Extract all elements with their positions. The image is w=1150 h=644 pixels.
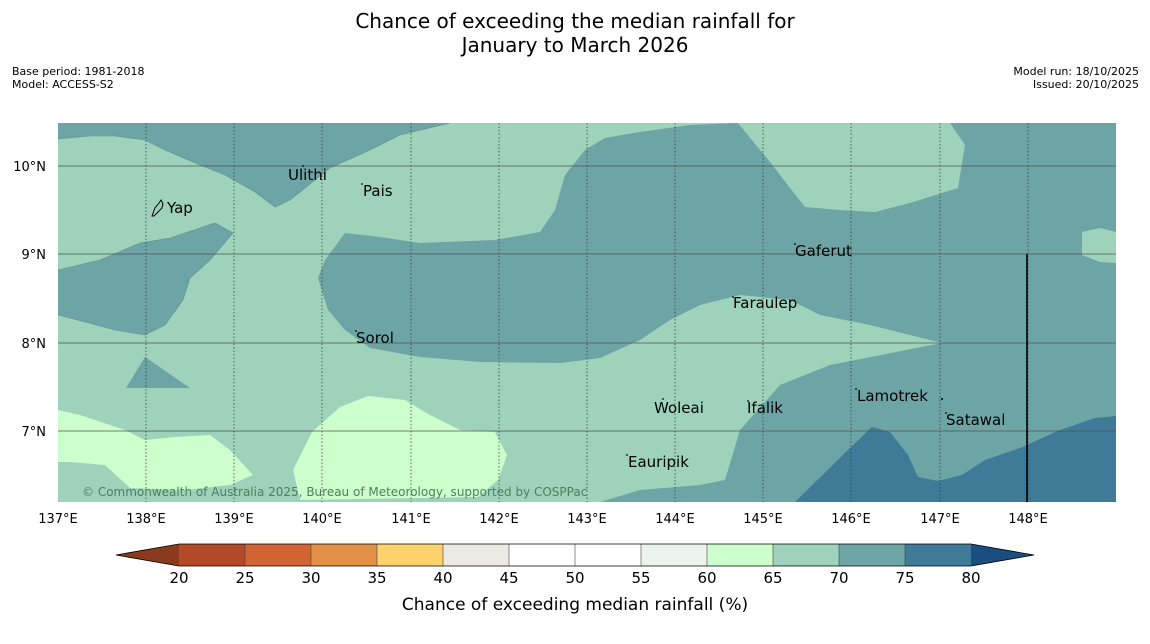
place-label-gaferut: Gaferut <box>795 242 852 260</box>
colorbar: 20 25 30 35 40 45 50 55 60 65 70 75 80 C… <box>115 543 1035 615</box>
colorbar-segment-30-35 <box>311 544 377 566</box>
island-markers <box>302 165 947 456</box>
colorbar-segment-35-40 <box>377 544 443 566</box>
map-title-line-1: Chance of exceeding the median rainfall … <box>355 9 795 33</box>
colorbar-segment-70-75 <box>839 544 905 566</box>
colorbar-tick-35: 35 <box>367 569 386 587</box>
contour-70-75-northwest <box>58 123 450 207</box>
place-label-pais: Pais <box>363 182 393 200</box>
contour-70-75-west <box>58 223 233 335</box>
lon-label-143e: 143°E <box>567 512 607 527</box>
lon-label-148e: 148°E <box>1008 512 1048 527</box>
map-title-line-2: January to March 2026 <box>461 33 689 57</box>
place-label-eauripik: Eauripik <box>628 453 689 471</box>
colorbar-tick-40: 40 <box>433 569 452 587</box>
colorbar-tick-55: 55 <box>631 569 650 587</box>
colorbar-segment-50-55 <box>575 544 641 566</box>
colorbar-tick-80: 80 <box>961 569 980 587</box>
lon-label-144e: 144°E <box>655 512 695 527</box>
place-label-sorol: Sorol <box>356 329 394 347</box>
contour-65-70-northeast <box>738 123 965 212</box>
contour-70-75-central <box>318 123 1116 502</box>
place-label-ifalik: Ifalik <box>747 399 783 417</box>
colorbar-tick-60: 60 <box>697 569 716 587</box>
colorbar-segment-55-60 <box>641 544 707 566</box>
colorbar-extend-low <box>116 544 179 566</box>
lon-label-137e: 137°E <box>38 512 78 527</box>
colorbar-tick-25: 25 <box>235 569 254 587</box>
colorbar-tick-50: 50 <box>565 569 584 587</box>
colorbar-segment-25-30 <box>245 544 311 566</box>
place-label-woleai: Woleai <box>654 399 704 417</box>
colorbar-segment-75-80 <box>905 544 971 566</box>
colorbar-tick-75: 75 <box>895 569 914 587</box>
place-label-satawal: Satawal <box>946 411 1005 429</box>
lat-label-9n: 9°N <box>22 248 47 263</box>
lon-label-141e: 141°E <box>391 512 431 527</box>
lon-label-145e: 145°E <box>743 512 783 527</box>
colorbar-title: Chance of exceeding median rainfall (%) <box>402 595 748 615</box>
colorbar-segment-45-50 <box>509 544 575 566</box>
longitude-gridlines <box>145 123 1029 502</box>
issued-label: Issued: 20/10/2025 <box>1032 78 1139 91</box>
lon-label-139e: 139°E <box>214 512 254 527</box>
colorbar-tick-20: 20 <box>169 569 188 587</box>
model-label: Model: ACCESS-S2 <box>12 78 114 91</box>
colorbar-tick-45: 45 <box>499 569 518 587</box>
place-label-yap: Yap <box>166 199 193 217</box>
base-period-label: Base period: 1981-2018 <box>12 65 145 78</box>
colorbar-segment-20-25 <box>179 544 245 566</box>
lon-label-146e: 146°E <box>831 512 871 527</box>
contour-70-75-small-west <box>126 357 190 388</box>
place-label-lamotrek: Lamotrek <box>857 387 928 405</box>
lon-label-142e: 142°E <box>479 512 519 527</box>
contour-75-80-southeast <box>795 416 1116 502</box>
colorbar-tick-65: 65 <box>763 569 782 587</box>
lat-label-10n: 10°N <box>13 160 46 175</box>
copyright-notice: © Commonwealth of Australia 2025, Bureau… <box>82 485 587 499</box>
colorbar-tick-30: 30 <box>301 569 320 587</box>
lat-label-8n: 8°N <box>22 337 47 352</box>
colorbar-extend-high <box>971 544 1034 566</box>
colorbar-segment-40-45 <box>443 544 509 566</box>
lon-label-147e: 147°E <box>920 512 960 527</box>
colorbar-segment-65-70 <box>773 544 839 566</box>
place-label-ulithi: Ulithi <box>288 166 327 184</box>
colorbar-segment-60-65 <box>707 544 773 566</box>
lat-label-7n: 7°N <box>22 425 47 440</box>
colorbar-tick-70: 70 <box>829 569 848 587</box>
lon-label-140e: 140°E <box>302 512 342 527</box>
contour-60-65-southwest <box>58 410 253 490</box>
place-label-faraulep: Faraulep <box>733 294 797 312</box>
model-run-label: Model run: 18/10/2025 <box>1013 65 1139 78</box>
yap-island-outline <box>151 199 164 217</box>
contour-60-65-south-central <box>293 396 507 500</box>
lon-label-138e: 138°E <box>126 512 166 527</box>
